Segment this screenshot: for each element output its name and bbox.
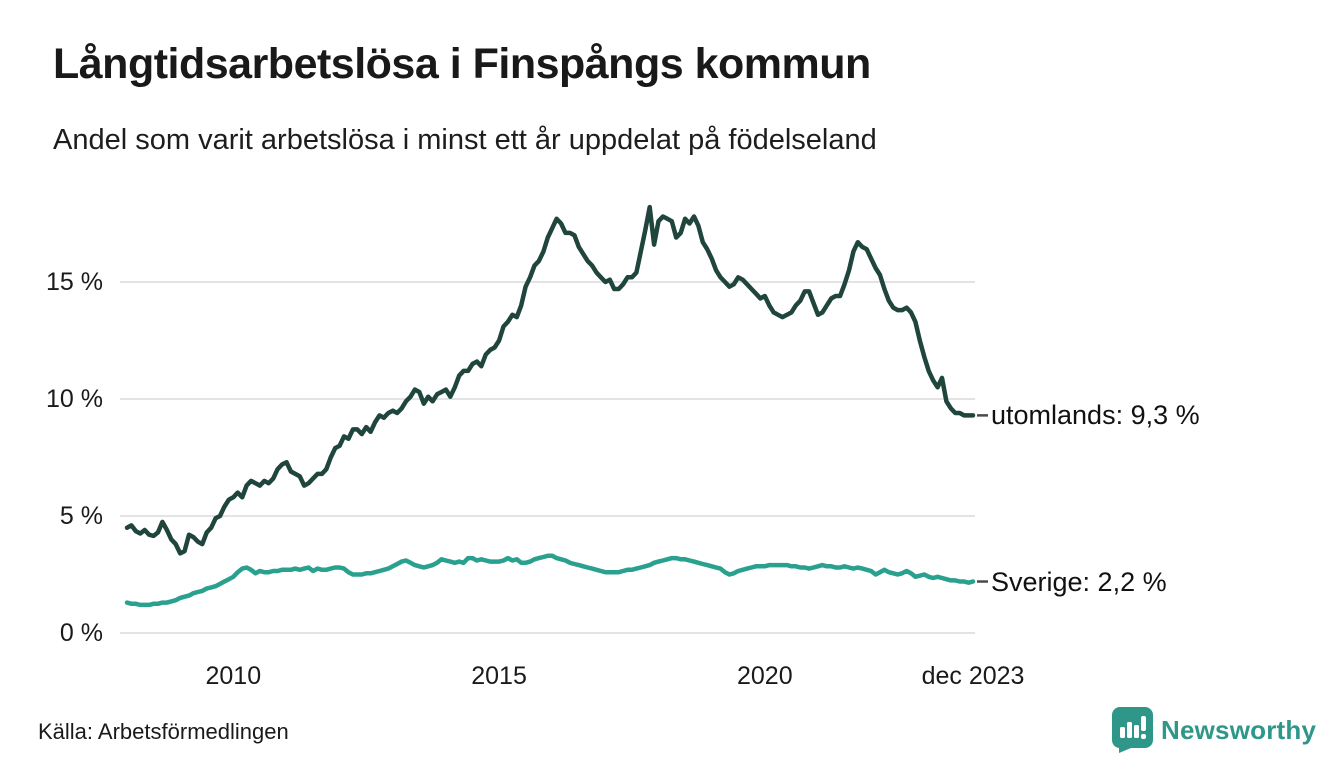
brand-name: Newsworthy [1161,714,1317,745]
series-end-label-Sverige: Sverige: 2,2 % [991,566,1167,597]
newsworthy-brand-link[interactable]: Newsworthy [1111,707,1317,753]
x-tick-label: 2010 [205,662,262,690]
page-title: Långtidsarbetslösa i Finspångs kommun [53,40,871,88]
y-tick-label: 15 % [46,268,103,296]
x-tick-label: 2015 [471,662,527,690]
y-tick-label: 10 % [46,385,103,413]
series-line-Sverige [124,553,976,608]
series-line-utomlands [124,204,976,556]
source-note: Källa: Arbetsförmedlingen [38,719,289,744]
newsworthy-logo-icon [1111,707,1153,753]
x-tick-label: 2020 [737,662,793,690]
y-tick-label: 5 % [59,502,103,530]
page-subtitle: Andel som varit arbetslösa i minst ett å… [53,124,877,156]
x-tick-label: dec 2023 [921,662,1025,690]
series-end-label-utomlands: utomlands: 9,3 % [991,400,1200,431]
y-tick-label: 0 % [59,619,103,647]
